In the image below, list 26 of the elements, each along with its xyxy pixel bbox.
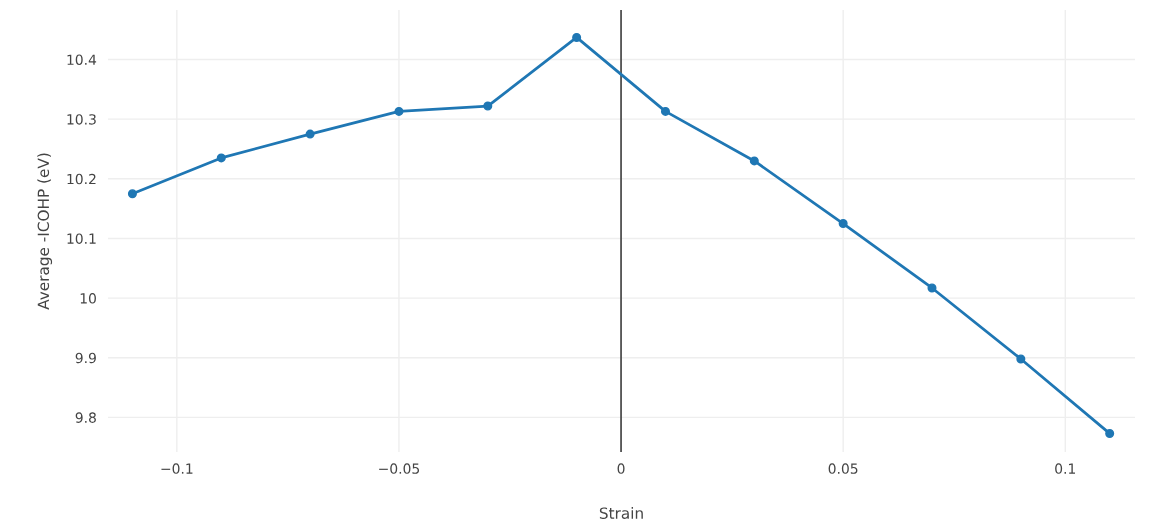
point xyxy=(127,189,137,199)
point xyxy=(749,156,759,166)
point xyxy=(838,219,848,229)
point xyxy=(927,283,937,293)
x-axis-title: Strain xyxy=(599,507,643,519)
point xyxy=(660,106,670,116)
x-tick-label: 0.1 xyxy=(1055,463,1076,474)
point xyxy=(1105,428,1115,439)
point xyxy=(483,101,493,111)
y-tick-label: 10.1 xyxy=(67,233,96,244)
x-tick-label: 0 xyxy=(617,463,625,474)
point xyxy=(1016,354,1026,364)
y-tick-label: 10.4 xyxy=(67,54,97,65)
y-tick-label: 10.3 xyxy=(67,114,96,125)
y-tick-label: 9.9 xyxy=(75,352,96,364)
x-tick-label: −0.05 xyxy=(379,463,420,474)
point xyxy=(305,129,315,139)
point xyxy=(216,153,226,163)
point xyxy=(572,32,582,42)
y-tick-label: 9.8 xyxy=(75,412,96,423)
point xyxy=(394,106,404,116)
x-tick-label: −0.1 xyxy=(161,463,193,474)
y-axis-title: Average -ICOHP (eV) xyxy=(37,153,53,310)
y-tick-label: 10 xyxy=(80,293,96,304)
y-tick-label: 10.2 xyxy=(67,173,96,185)
x-tick-label: 0.05 xyxy=(828,463,858,474)
